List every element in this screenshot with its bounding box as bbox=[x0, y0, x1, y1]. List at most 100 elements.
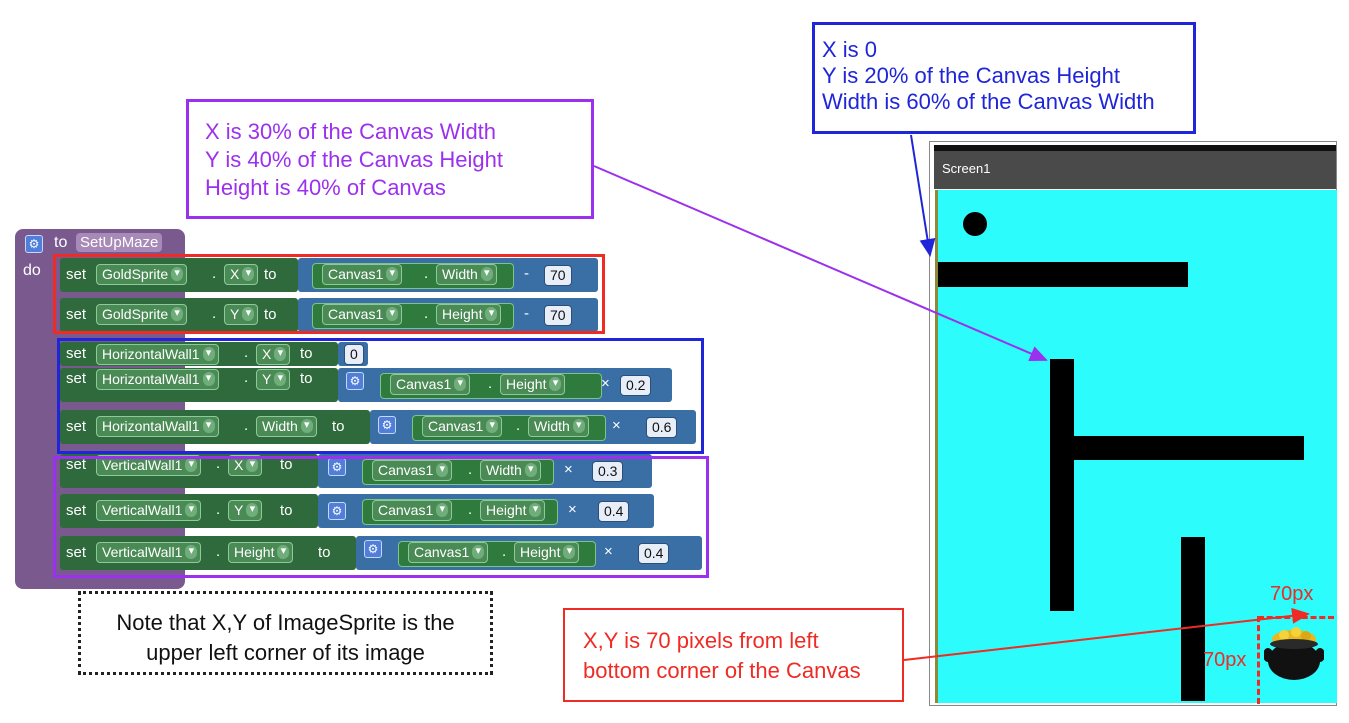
set-keyword: set bbox=[66, 306, 87, 323]
number-field[interactable]: 70 bbox=[544, 305, 572, 326]
number-field[interactable]: 70 bbox=[544, 265, 572, 286]
number-field[interactable]: 0.3 bbox=[592, 461, 624, 482]
component-dropdown[interactable]: HorizontalWall1 bbox=[96, 369, 219, 390]
dot-separator: . bbox=[468, 461, 473, 478]
screen-title-bar: Screen1 bbox=[934, 145, 1336, 189]
keyword-do: do bbox=[23, 262, 41, 279]
callout-line: Y is 40% of the Canvas Height bbox=[205, 147, 503, 172]
getter-property-dropdown[interactable]: Width bbox=[436, 264, 497, 285]
property-dropdown[interactable]: X bbox=[228, 455, 263, 476]
dot-separator: . bbox=[468, 501, 473, 518]
callout-line: bottom corner of the Canvas bbox=[583, 658, 861, 683]
gear-icon[interactable]: ⚙ bbox=[25, 235, 43, 253]
vertical-wall-1[interactable] bbox=[1050, 359, 1074, 611]
component-dropdown[interactable]: HorizontalWall1 bbox=[96, 344, 219, 365]
set-keyword: set bbox=[66, 502, 87, 519]
to-keyword: to bbox=[300, 345, 313, 362]
dot-separator: . bbox=[424, 265, 429, 282]
to-keyword: to bbox=[300, 370, 313, 387]
arrow-to-gold-sprite bbox=[903, 607, 1310, 661]
note-line: Note that X,Y of ImageSprite is the bbox=[116, 610, 455, 635]
operator: × bbox=[612, 417, 621, 434]
dot-separator: . bbox=[212, 305, 217, 322]
getter-component-dropdown[interactable]: Canvas1 bbox=[422, 416, 503, 437]
screen-title: Screen1 bbox=[942, 161, 991, 176]
property-dropdown[interactable]: X bbox=[256, 344, 291, 365]
property-dropdown[interactable]: Width bbox=[256, 416, 317, 437]
ball-sprite[interactable] bbox=[963, 212, 987, 236]
component-dropdown[interactable]: GoldSprite bbox=[96, 264, 188, 285]
getter-property-dropdown[interactable]: Height bbox=[480, 500, 546, 521]
number-field[interactable]: 0.4 bbox=[638, 543, 670, 564]
set-keyword: set bbox=[66, 456, 87, 473]
to-keyword: to bbox=[280, 456, 293, 473]
number-field[interactable]: 0.4 bbox=[598, 501, 630, 522]
note-line: upper left corner of its image bbox=[146, 640, 425, 665]
dot-separator: . bbox=[212, 265, 217, 282]
component-dropdown[interactable]: VerticalWall1 bbox=[96, 455, 202, 476]
callout-line: X is 30% of the Canvas Width bbox=[205, 119, 497, 144]
dot-separator: . bbox=[244, 344, 249, 361]
gear-icon[interactable]: ⚙ bbox=[364, 540, 382, 558]
getter-component-dropdown[interactable]: Canvas1 bbox=[372, 460, 453, 481]
property-dropdown[interactable]: Height bbox=[228, 542, 294, 563]
operator: × bbox=[601, 375, 610, 392]
highlight-gold-sprite-group bbox=[53, 254, 605, 334]
dot-separator: . bbox=[244, 369, 249, 386]
highlight-horizontal-wall-group bbox=[57, 338, 704, 454]
dot-separator: . bbox=[216, 543, 221, 560]
callout-horizontal-wall: X is 0 Y is 20% of the Canvas Height Wid… bbox=[812, 22, 1196, 134]
dot-separator: . bbox=[516, 417, 521, 434]
to-keyword: to bbox=[318, 544, 331, 561]
vertical-wall-2[interactable] bbox=[1181, 537, 1205, 701]
component-dropdown[interactable]: HorizontalWall1 bbox=[96, 416, 219, 437]
gear-icon[interactable]: ⚙ bbox=[378, 416, 396, 434]
component-dropdown[interactable]: VerticalWall1 bbox=[96, 500, 202, 521]
to-keyword: to bbox=[264, 306, 277, 323]
getter-component-dropdown[interactable]: Canvas1 bbox=[408, 542, 489, 563]
getter-property-dropdown[interactable]: Width bbox=[528, 416, 589, 437]
callout-line: Height is 40% of Canvas bbox=[205, 175, 446, 200]
getter-property-dropdown[interactable]: Height bbox=[514, 542, 580, 563]
property-dropdown[interactable]: Y bbox=[224, 304, 259, 325]
callout-gold-sprite: X,Y is 70 pixels from left bottom corner… bbox=[563, 608, 904, 702]
getter-component-dropdown[interactable]: Canvas1 bbox=[372, 500, 453, 521]
note-imagesprite-origin: Note that X,Y of ImageSprite is the uppe… bbox=[78, 591, 493, 675]
arrow-to-vertical-wall bbox=[593, 165, 1048, 362]
number-field[interactable]: 0 bbox=[344, 344, 364, 365]
dimension-line-vertical bbox=[1257, 616, 1260, 704]
callout-vertical-wall: X is 30% of the Canvas Width Y is 40% of… bbox=[186, 99, 594, 219]
getter-property-dropdown[interactable]: Width bbox=[480, 460, 541, 481]
number-field[interactable]: 0.2 bbox=[620, 375, 652, 396]
horizontal-wall-1[interactable] bbox=[938, 262, 1188, 287]
gear-icon[interactable]: ⚙ bbox=[328, 502, 346, 520]
operator: × bbox=[604, 543, 613, 560]
getter-component-dropdown[interactable]: Canvas1 bbox=[322, 264, 403, 285]
component-dropdown[interactable]: GoldSprite bbox=[96, 304, 188, 325]
getter-component-dropdown[interactable]: Canvas1 bbox=[322, 304, 403, 325]
set-keyword: set bbox=[66, 266, 87, 283]
gear-icon[interactable]: ⚙ bbox=[346, 372, 364, 390]
dot-separator: . bbox=[216, 501, 221, 518]
procedure-name[interactable]: SetUpMaze bbox=[76, 233, 163, 252]
horizontal-wall-2[interactable] bbox=[1074, 436, 1304, 460]
getter-property-dropdown[interactable]: Height bbox=[436, 304, 502, 325]
property-dropdown[interactable]: Y bbox=[256, 369, 291, 390]
property-dropdown[interactable]: Y bbox=[228, 500, 263, 521]
getter-property-dropdown[interactable]: Height bbox=[500, 374, 566, 395]
getter-component-dropdown[interactable]: Canvas1 bbox=[390, 374, 471, 395]
set-keyword: set bbox=[66, 370, 87, 387]
to-keyword: to bbox=[264, 266, 277, 283]
operator: × bbox=[564, 461, 573, 478]
keyword-to: to bbox=[54, 234, 68, 251]
property-dropdown[interactable]: X bbox=[224, 264, 259, 285]
set-keyword: set bbox=[66, 345, 87, 362]
number-field[interactable]: 0.6 bbox=[646, 417, 678, 438]
callout-line: Y is 20% of the Canvas Height bbox=[822, 63, 1120, 88]
to-keyword: to bbox=[332, 418, 345, 435]
pot-of-gold-icon bbox=[1264, 627, 1324, 680]
component-dropdown[interactable]: VerticalWall1 bbox=[96, 542, 202, 563]
set-keyword: set bbox=[66, 544, 87, 561]
highlight-vertical-wall-group bbox=[53, 456, 709, 578]
